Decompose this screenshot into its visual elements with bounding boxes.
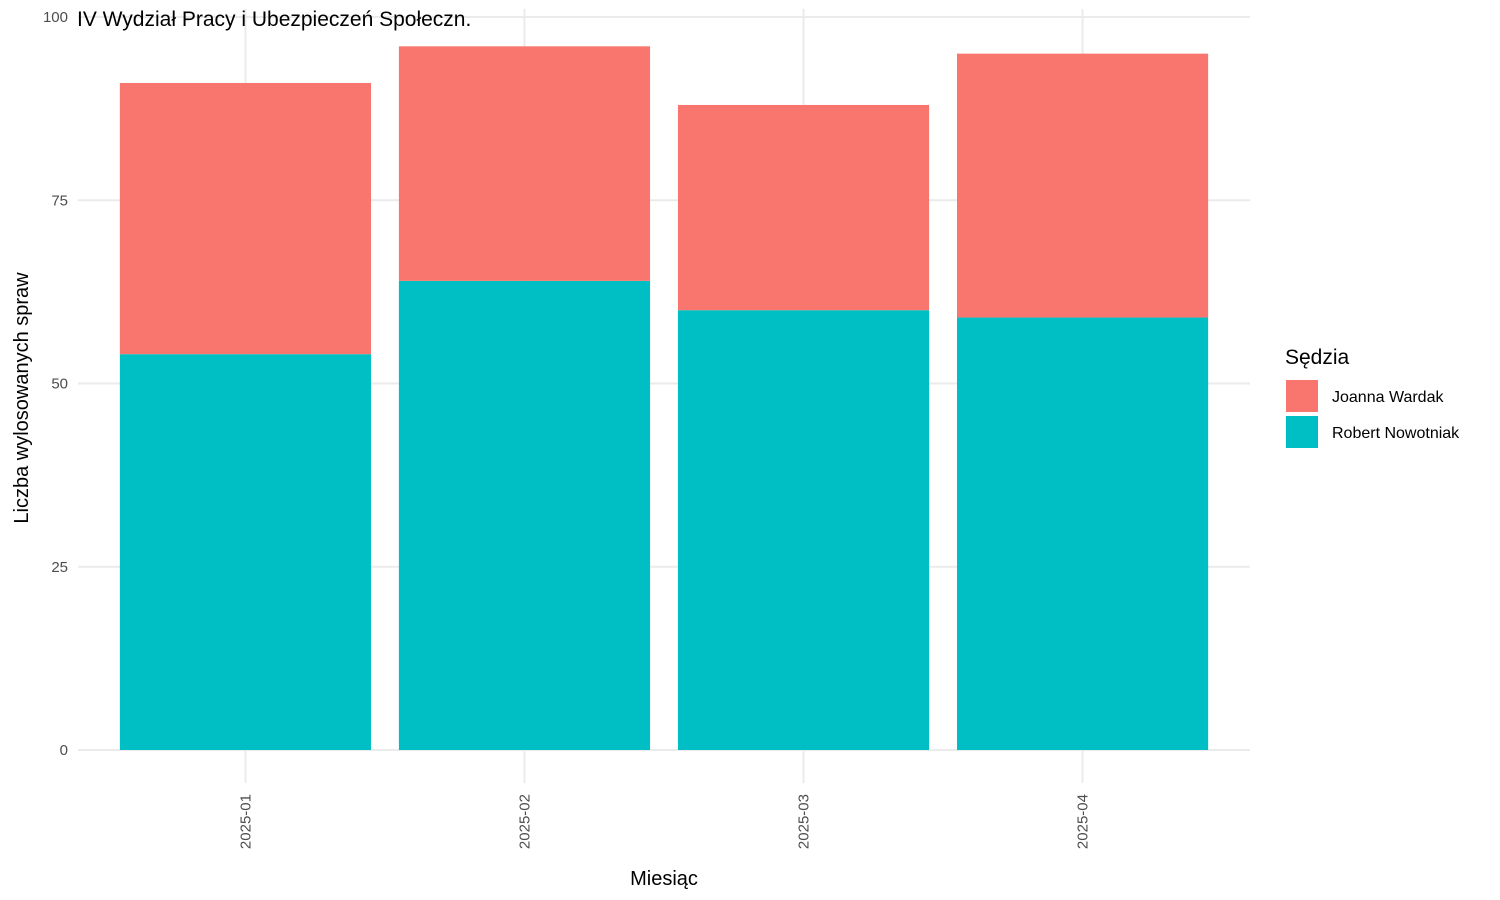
bar-segment bbox=[398, 46, 651, 281]
legend-label: Robert Nowotniak bbox=[1332, 425, 1460, 442]
x-tick-label: 2025-01 bbox=[237, 794, 254, 849]
labels-layer: 0 25 50 75 100 2025-01 2025-02 2025-03 2025-04 bbox=[43, 9, 1092, 849]
bars-layer bbox=[119, 46, 1209, 750]
bar-segment bbox=[119, 354, 371, 750]
chart-title: IV Wydział Pracy i Ubezpieczeń Społeczn. bbox=[77, 8, 471, 31]
bar-segment bbox=[677, 104, 930, 311]
bar-segment bbox=[957, 317, 1209, 750]
legend-label: Joanna Wardak bbox=[1332, 389, 1444, 406]
bar-segment bbox=[957, 53, 1209, 318]
bar-segment bbox=[119, 82, 371, 355]
y-tick-label: 0 bbox=[60, 742, 68, 759]
x-axis-title: Miesiąc bbox=[630, 868, 698, 890]
legend-swatch bbox=[1286, 416, 1318, 448]
legend-title: Sędzia bbox=[1285, 346, 1350, 369]
y-tick-label: 25 bbox=[51, 559, 68, 576]
x-tick-label: 2025-04 bbox=[1075, 794, 1092, 849]
legend: Sędzia Joanna Wardak Robert Nowotniak bbox=[1285, 346, 1460, 448]
legend-swatch bbox=[1286, 380, 1318, 412]
y-tick-label: 100 bbox=[43, 9, 68, 26]
y-axis-title: Liczba wylosowanych spraw bbox=[11, 272, 33, 524]
y-tick-label: 50 bbox=[51, 376, 68, 393]
bar-segment bbox=[677, 310, 930, 750]
bar-segment bbox=[398, 280, 651, 750]
legend-items: Joanna Wardak Robert Nowotniak bbox=[1286, 380, 1460, 448]
x-tick-label: 2025-03 bbox=[796, 794, 813, 849]
y-tick-label: 75 bbox=[51, 192, 68, 209]
x-tick-label: 2025-02 bbox=[516, 794, 533, 849]
